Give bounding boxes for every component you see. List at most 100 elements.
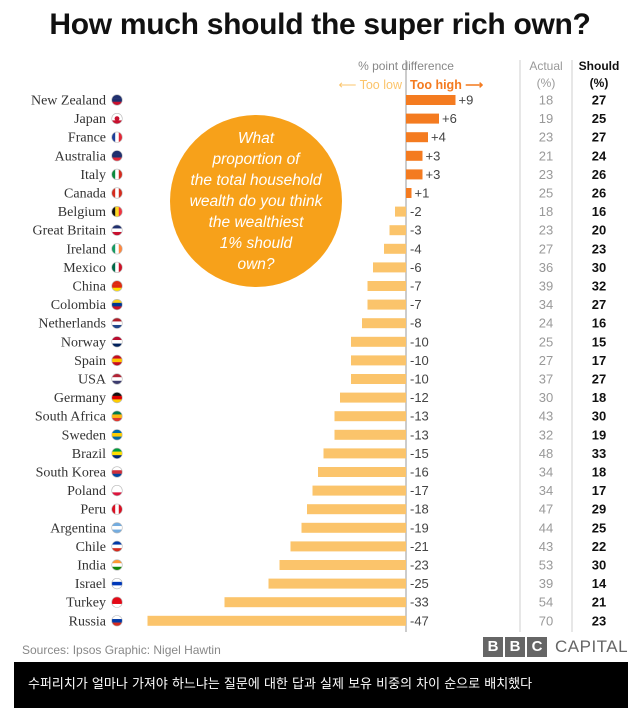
- bar: [351, 374, 406, 384]
- should-value: 22: [592, 539, 606, 554]
- should-value: 15: [592, 334, 606, 349]
- value-label: -25: [410, 576, 429, 591]
- usa-flag-icon: [111, 373, 123, 385]
- great-britain-flag-icon: [111, 224, 123, 236]
- should-value: 16: [592, 316, 606, 331]
- actual-value: 25: [539, 186, 553, 201]
- bar: [389, 225, 406, 236]
- should-value: 29: [592, 502, 606, 517]
- value-label: -10: [410, 372, 429, 387]
- logo-capital-text: CAPITAL: [555, 637, 629, 656]
- bar: [147, 615, 406, 626]
- country-label: France: [68, 131, 106, 146]
- country-label: Norway: [61, 335, 106, 350]
- country-label: Russia: [69, 614, 107, 629]
- bar: [334, 411, 406, 422]
- bar: [406, 132, 428, 143]
- sources-text: Sources: Ipsos Graphic: Nigel Hawtin: [22, 643, 221, 657]
- china-flag-icon: [111, 280, 123, 292]
- japan-flag-icon: [111, 112, 123, 125]
- actual-value: 19: [539, 111, 553, 126]
- actual-value: 36: [539, 260, 553, 275]
- actual-value: 54: [539, 595, 553, 610]
- australia-flag-icon: [111, 150, 123, 162]
- chart-title: How much should the super rich own?: [49, 8, 591, 41]
- should-value: 27: [592, 297, 606, 312]
- actual-value: 43: [539, 539, 553, 554]
- country-label: Argentina: [50, 521, 107, 536]
- value-label: -7: [410, 297, 422, 312]
- bar: [279, 560, 406, 570]
- bar: [334, 429, 406, 440]
- value-label: -13: [410, 409, 429, 424]
- actual-value: 37: [539, 372, 553, 387]
- should-value: 23: [592, 613, 606, 628]
- actual-value: 47: [539, 502, 553, 517]
- should-value: 21: [592, 595, 606, 610]
- value-label: -19: [410, 520, 429, 535]
- bar: [406, 150, 423, 161]
- actual-value: 23: [539, 223, 553, 238]
- country-label: South Africa: [35, 410, 107, 425]
- value-label: -23: [410, 558, 429, 573]
- norway-flag-icon: [111, 336, 123, 348]
- value-label: -21: [410, 539, 429, 554]
- actual-value: 43: [539, 409, 553, 424]
- question-line: the wealthiest: [209, 214, 304, 231]
- actual-value: 30: [539, 390, 553, 405]
- bar: [406, 188, 412, 198]
- should-value: 17: [592, 353, 606, 368]
- value-label: +3: [426, 148, 441, 163]
- actual-value: 39: [539, 279, 553, 294]
- value-label: -8: [410, 316, 422, 331]
- france-flag-icon: [111, 131, 123, 143]
- question-line: own?: [237, 256, 274, 273]
- peru-flag-icon: [111, 503, 123, 515]
- value-label: +3: [426, 167, 441, 182]
- india-flag-icon: [111, 559, 123, 571]
- should-value: 30: [592, 409, 606, 424]
- question-line: 1% should: [220, 235, 294, 252]
- image-caption: 수퍼리치가 얼마나 가져야 하느냐는 질문에 대한 답과 실제 보유 비중의 차…: [14, 662, 628, 708]
- bar: [362, 318, 406, 329]
- country-label: Netherlands: [38, 317, 106, 332]
- should-value: 30: [592, 558, 606, 573]
- logo-letter-b2: B: [505, 637, 525, 657]
- south-africa-flag-icon: [111, 410, 123, 422]
- israel-flag-icon: [111, 577, 123, 590]
- value-label: +1: [415, 186, 430, 201]
- question-line: What: [238, 130, 275, 147]
- actual-value: 23: [539, 130, 553, 145]
- bar: [307, 504, 406, 515]
- country-label: Germany: [54, 391, 106, 406]
- value-label: -18: [410, 502, 429, 517]
- question-line: proportion of: [211, 151, 301, 168]
- actual-value: 18: [539, 204, 553, 219]
- country-label: New Zealand: [31, 94, 106, 109]
- should-value: 14: [592, 576, 607, 591]
- value-label: -10: [410, 353, 429, 368]
- actual-value: 24: [539, 316, 553, 331]
- too-high-label: Too high ⟶: [410, 78, 484, 92]
- country-label: USA: [78, 373, 107, 388]
- should-value: 32: [592, 279, 606, 294]
- bbc-capital-logo: B B C CAPITAL: [483, 637, 628, 657]
- country-label: Canada: [64, 187, 107, 202]
- country-label: India: [77, 559, 107, 574]
- country-label: Turkey: [66, 596, 106, 611]
- colombia-flag-icon: [111, 299, 123, 311]
- should-value: 18: [592, 390, 606, 405]
- actual-value: 34: [539, 297, 553, 312]
- value-label: -7: [410, 279, 422, 294]
- actual-value: 25: [539, 334, 553, 349]
- should-value: 19: [592, 427, 606, 442]
- value-label: -13: [410, 427, 429, 442]
- bar: [406, 169, 423, 180]
- value-label: -15: [410, 446, 429, 461]
- should-value: 17: [592, 483, 606, 498]
- logo-letter-b1: B: [483, 637, 503, 657]
- value-label: -6: [410, 260, 422, 275]
- should-value: 20: [592, 223, 606, 238]
- brazil-flag-icon: [111, 447, 123, 460]
- bar: [351, 336, 406, 347]
